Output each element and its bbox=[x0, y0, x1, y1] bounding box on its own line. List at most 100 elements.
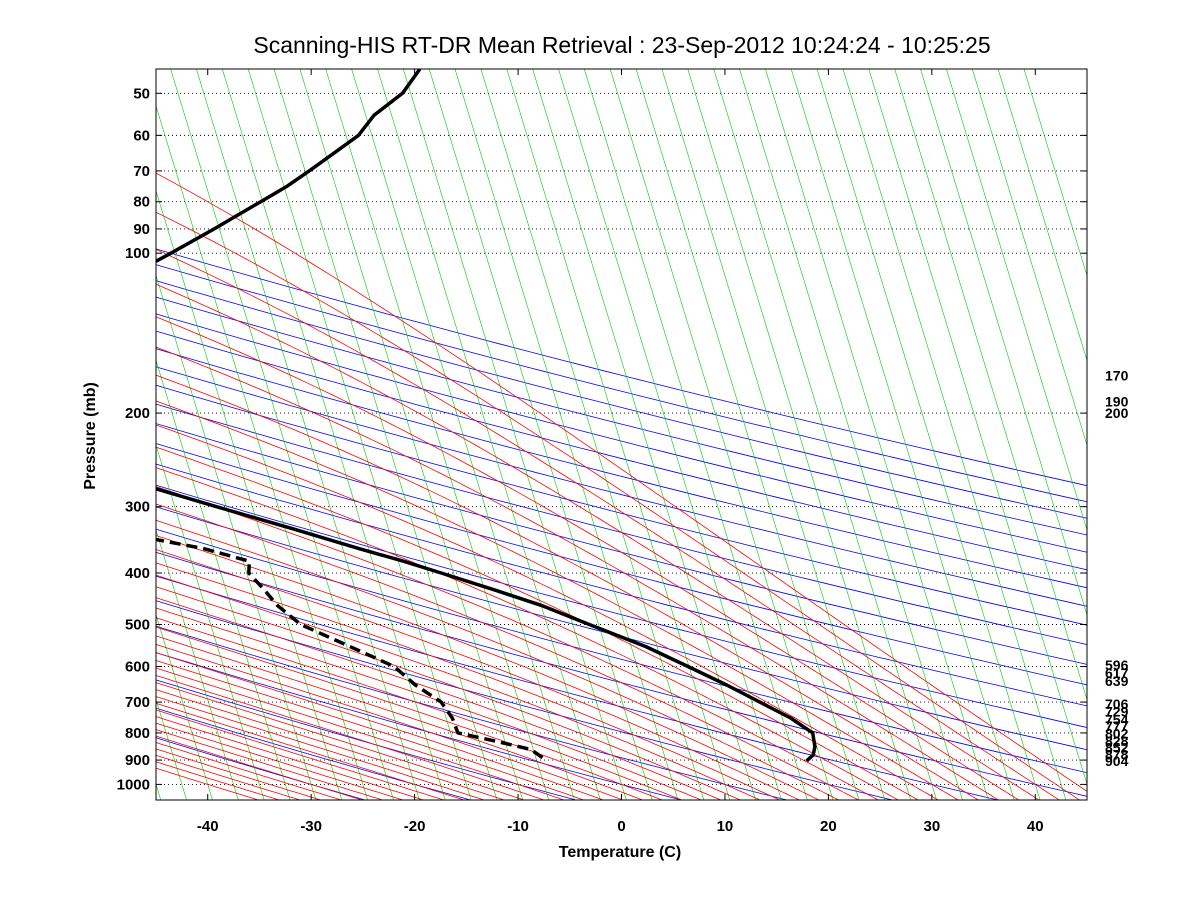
y-tick-label: 200 bbox=[125, 405, 150, 422]
moist-adiabat bbox=[156, 748, 321, 800]
moist-adiabat bbox=[156, 729, 383, 800]
isotherm bbox=[247, 69, 472, 800]
right-pressure-label: 200 bbox=[1105, 405, 1129, 421]
dry-adiabat bbox=[156, 313, 1087, 553]
isotherm bbox=[609, 69, 834, 800]
dry-adiabat bbox=[156, 348, 1087, 589]
isotherm bbox=[532, 69, 756, 800]
moist-adiabat bbox=[156, 486, 879, 800]
moist-adiabat bbox=[156, 519, 839, 800]
right-pressure-label: 617 bbox=[1105, 665, 1129, 681]
isotherm bbox=[920, 69, 1087, 616]
isotherm bbox=[156, 359, 291, 800]
right-pressure-label: 904 bbox=[1105, 753, 1129, 769]
isotherm bbox=[661, 69, 886, 800]
dry-adiabat bbox=[156, 264, 1087, 503]
right-pressure-label: 596 bbox=[1105, 657, 1129, 673]
isotherm bbox=[506, 69, 730, 800]
isotherm bbox=[156, 189, 343, 800]
y-tick-label: 60 bbox=[133, 127, 150, 144]
x-axis-label: Temperature (C) bbox=[559, 844, 681, 861]
moist-adiabat bbox=[156, 562, 780, 800]
x-tick-label: -30 bbox=[300, 818, 322, 835]
x-tick-label: -40 bbox=[197, 818, 219, 835]
y-tick-label: 80 bbox=[133, 194, 150, 211]
x-tick-label: 20 bbox=[820, 818, 837, 835]
moist-adiabat bbox=[156, 346, 999, 800]
isotherm bbox=[156, 613, 213, 800]
x-axis-ticks: -40 -30 -20 -10 0 10 20 30 40 bbox=[197, 69, 1044, 835]
moist-adiabat bbox=[156, 689, 505, 800]
right-pressure-label: 852 bbox=[1105, 739, 1129, 755]
temperature-profile-line bbox=[156, 69, 817, 763]
sounding-profiles bbox=[156, 69, 817, 763]
x-tick-label: 40 bbox=[1027, 818, 1044, 835]
dry-adiabat bbox=[156, 280, 1087, 519]
moist-adiabat bbox=[156, 535, 819, 800]
moist-adiabat bbox=[156, 283, 1040, 800]
y-tick-label: 50 bbox=[133, 85, 150, 102]
isotherm bbox=[997, 69, 1087, 362]
moist-adiabat bbox=[156, 635, 643, 800]
isotherm bbox=[403, 69, 627, 800]
isotherm bbox=[480, 69, 705, 800]
isotherm bbox=[713, 69, 937, 800]
right-pressure-label: 639 bbox=[1105, 673, 1129, 689]
isotherm bbox=[156, 105, 368, 800]
chart-title: Scanning-HIS RT-DR Mean Retrieval : 23-S… bbox=[253, 32, 990, 58]
x-tick-label: 0 bbox=[617, 818, 625, 835]
moist-adiabat bbox=[156, 644, 623, 800]
y-axis-label: Pressure (mb) bbox=[82, 382, 99, 490]
y-tick-label: 800 bbox=[125, 725, 150, 742]
dry-adiabat bbox=[156, 366, 1087, 607]
y-tick-label: 300 bbox=[125, 499, 150, 516]
moist-adiabat bbox=[156, 374, 979, 800]
dry-adiabat bbox=[156, 551, 1087, 797]
moist-adiabat bbox=[156, 446, 919, 800]
y-tick-label: 90 bbox=[133, 221, 150, 238]
isotherm bbox=[196, 69, 420, 800]
isotherm bbox=[842, 69, 1067, 800]
moist-adiabat bbox=[156, 742, 342, 800]
moist-adiabat bbox=[156, 467, 899, 800]
isotherm bbox=[156, 529, 239, 800]
right-pressure-label: 729 bbox=[1105, 703, 1129, 719]
moist-adiabat bbox=[156, 716, 424, 800]
dry-adiabat bbox=[156, 506, 1087, 751]
right-pressure-label: 706 bbox=[1105, 696, 1129, 712]
isotherm bbox=[635, 69, 860, 800]
moist-adiabat bbox=[156, 316, 1019, 800]
y-tick-label: 70 bbox=[133, 163, 150, 180]
dry-adiabat bbox=[156, 600, 893, 800]
moist-adiabat bbox=[156, 424, 939, 800]
moist-adiabat bbox=[156, 696, 485, 800]
moist-adiabat bbox=[156, 709, 444, 800]
dry-adiabat bbox=[156, 296, 1087, 536]
isotherm bbox=[739, 69, 963, 800]
isotherm bbox=[790, 69, 1015, 800]
right-pressure-label: 170 bbox=[1105, 368, 1129, 384]
moist-adiabat bbox=[156, 626, 663, 800]
dry-adiabat bbox=[156, 575, 998, 800]
thermo-background-lines bbox=[156, 69, 1087, 800]
isotherm bbox=[377, 69, 601, 800]
moist-adiabat bbox=[156, 702, 464, 800]
moist-adiabat bbox=[156, 607, 702, 800]
moist-adiabat bbox=[156, 211, 1080, 800]
isotherm bbox=[868, 69, 1087, 786]
isotherm bbox=[273, 69, 498, 800]
isotherm bbox=[222, 69, 446, 800]
isotherm bbox=[325, 69, 549, 800]
y-axis-ticks: 50 60 70 80 90 100 200 300 400 500 600 700 800 900 100… bbox=[117, 85, 1087, 793]
dry-adiabat bbox=[156, 625, 787, 800]
isotherm bbox=[1023, 69, 1087, 277]
isotherm bbox=[558, 69, 782, 800]
dry-adiabat bbox=[156, 403, 1087, 645]
isotherm bbox=[687, 69, 911, 800]
y-tick-label: 700 bbox=[125, 694, 150, 711]
right-pressure-label: 754 bbox=[1105, 711, 1129, 727]
moist-adiabat bbox=[156, 735, 362, 800]
right-pressure-label: 878 bbox=[1105, 746, 1129, 762]
